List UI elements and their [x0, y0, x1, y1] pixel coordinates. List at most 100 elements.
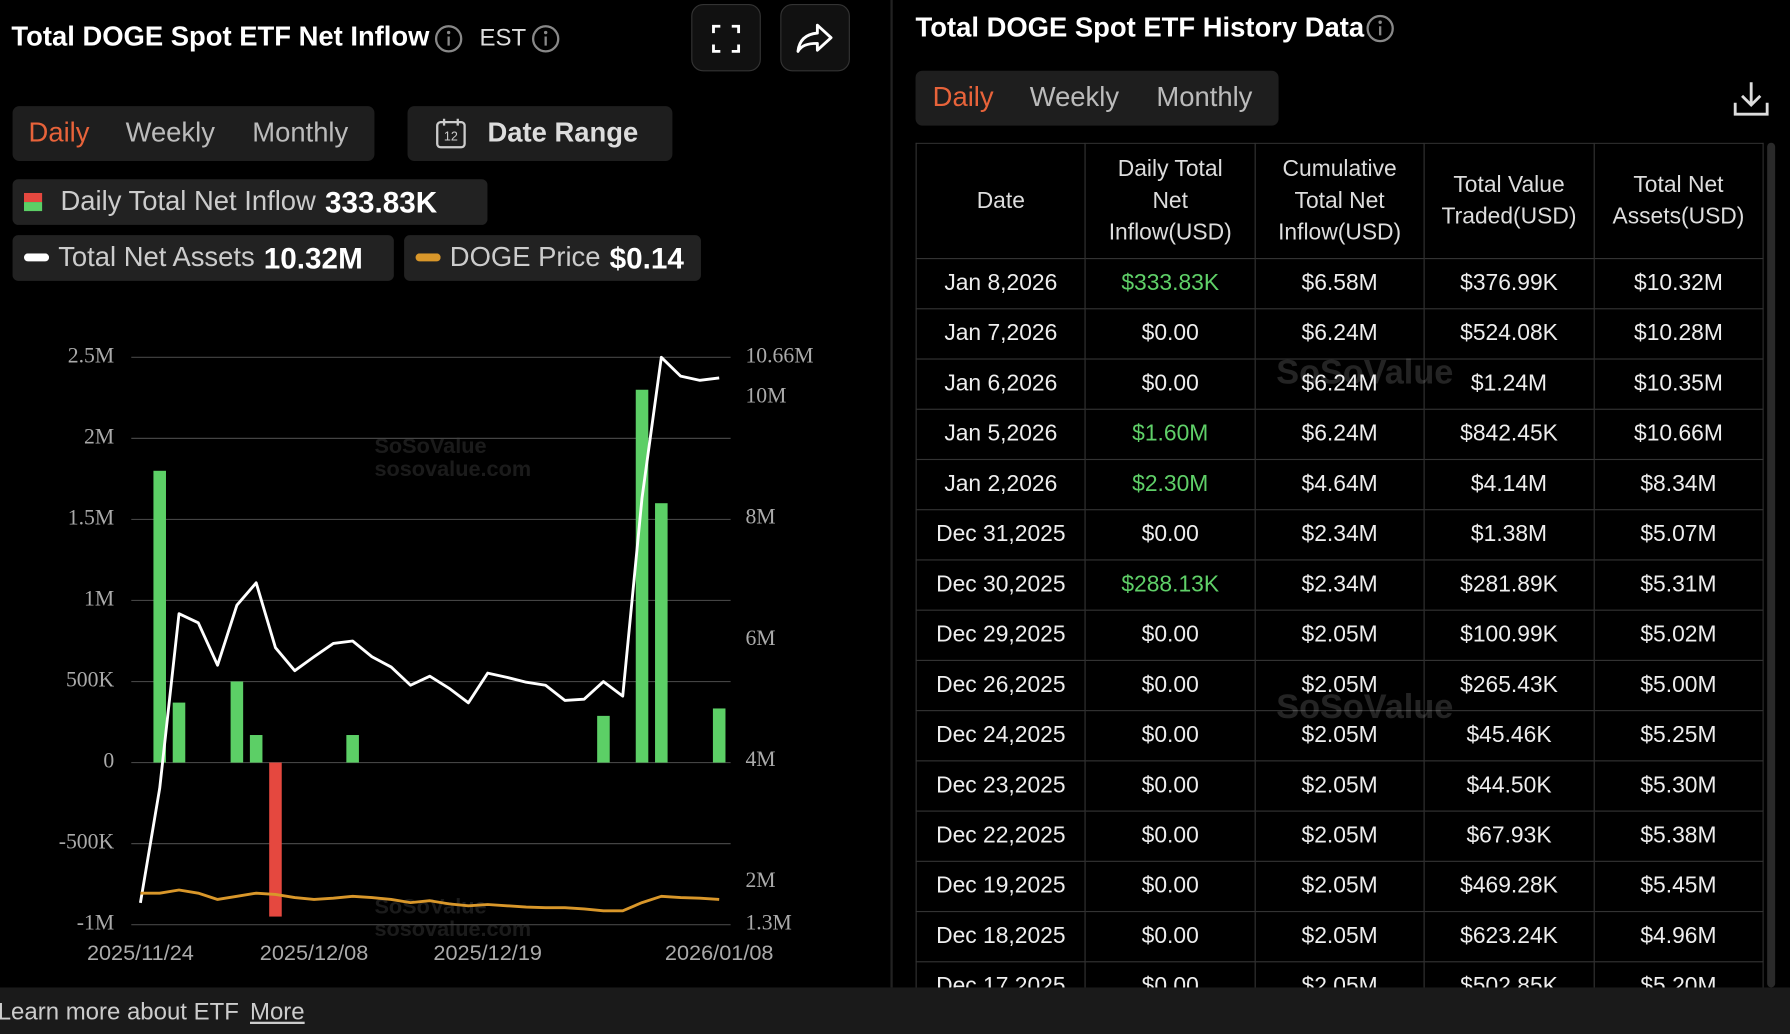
table-cell: $45.46K [1423, 710, 1595, 762]
table-cell: $5.07M [1593, 509, 1764, 561]
header-line: Daily Total [1117, 156, 1223, 182]
table-row: Dec 19,2025 $0.00 $2.05M $469.28K $5.45M [915, 860, 1764, 913]
bar [172, 702, 186, 763]
line [140, 888, 720, 913]
table-title: Total DOGE Spot ETF History Data [915, 12, 1365, 44]
chart-title: Total DOGE Spot ETF Net Inflow [11, 21, 430, 53]
info-icon[interactable] [1365, 14, 1395, 44]
table-row: Dec 31,2025 $0.00 $2.34M $1.38M $5.07M [915, 509, 1764, 561]
table-cell: $0.00 [1084, 760, 1256, 812]
y2-tick-label: 8M [745, 505, 775, 529]
timezone[interactable]: EST [479, 25, 527, 52]
tab-group: Daily Weekly Monthly [915, 70, 1279, 126]
bar [153, 470, 166, 763]
table-cell: Jan 5,2026 [915, 408, 1087, 461]
table-cell: $2.30M [1084, 458, 1256, 511]
table-row: Dec 18,2025 $0.00 $2.05M $623.24K $4.96M [915, 910, 1764, 963]
table-cell: $1.38M [1423, 509, 1595, 561]
share-button[interactable] [780, 3, 851, 72]
table-cell: $288.13K [1084, 559, 1256, 611]
column-header: Total Value Traded(USD) [1423, 142, 1595, 260]
table-cell: $469.28K [1423, 860, 1595, 913]
table-cell: $281.89K [1423, 559, 1595, 611]
table-cell: $5.02M [1593, 609, 1764, 661]
tab[interactable]: Daily [28, 117, 90, 149]
table-cell: $2.34M [1254, 509, 1425, 561]
table-cell: $4.64M [1254, 458, 1425, 511]
x-tick-label: 2026/01/08 [665, 940, 774, 965]
table-cell: $0.00 [1084, 910, 1256, 963]
date-range-label[interactable]: Date Range [487, 117, 639, 149]
table-cell: $5.00M [1593, 659, 1764, 712]
tab[interactable]: Monthly [252, 117, 349, 149]
table-cell: $4.14M [1423, 458, 1595, 511]
header-line: Net [1152, 188, 1188, 214]
download-button[interactable] [1731, 78, 1772, 119]
bar [712, 708, 726, 763]
tab[interactable]: Monthly [1156, 82, 1253, 114]
tab[interactable]: Weekly [1029, 82, 1120, 114]
bar [597, 715, 610, 763]
line [139, 355, 720, 904]
table-cell: $0.00 [1084, 308, 1256, 360]
tab[interactable]: Daily [932, 82, 994, 114]
table-row: Dec 23,2025 $0.00 $2.05M $44.50K $5.30M [915, 760, 1764, 812]
table-cell: $2.34M [1254, 559, 1425, 611]
table-cell: $0.00 [1084, 961, 1256, 988]
header-row: Date Daily Total Net Inflow(USD) Cumulative T… [915, 142, 1764, 260]
info-icon[interactable] [434, 24, 464, 54]
table-cell: $2.05M [1254, 810, 1425, 862]
watermark: SoSoValue [1276, 353, 1454, 392]
table-cell: Dec 26,2025 [915, 659, 1087, 712]
table-cell: $2.05M [1254, 609, 1425, 661]
date-range-button[interactable]: 12 Date Range [407, 106, 673, 161]
table-cell: $5.38M [1593, 810, 1764, 862]
fullscreen-button[interactable] [691, 3, 762, 72]
header-line: Assets(USD) [1612, 204, 1745, 230]
table-cell: $0.00 [1084, 659, 1256, 712]
table-cell: $6.58M [1254, 257, 1425, 310]
legend-value: 10.32M [263, 240, 363, 275]
y2-tick-label: 10M [745, 383, 786, 407]
scrollbar[interactable] [1767, 142, 1776, 988]
table-row: Jan 5,2026 $1.60M $6.24M $842.45K $10.66M [915, 408, 1764, 461]
tab[interactable]: Weekly [125, 117, 215, 149]
table-cell: $1.60M [1084, 408, 1256, 461]
table-cell: $333.83K [1084, 257, 1256, 310]
table-cell: $0.00 [1084, 860, 1256, 913]
column-header: Date [915, 142, 1087, 260]
tab-group: Daily Weekly Monthly [12, 106, 375, 161]
legend-swatch [23, 192, 43, 212]
bar [230, 681, 244, 763]
table-cell: $100.99K [1423, 609, 1595, 661]
table-cell: $2.05M [1254, 760, 1425, 812]
watermark-url: sosovalue.com [374, 916, 531, 941]
table-cell: Dec 29,2025 [915, 609, 1087, 661]
footer-link[interactable]: More [250, 998, 305, 1026]
legend-item[interactable]: Daily Total Net Inflow 333.83K [12, 179, 488, 225]
x-tick-label: 2025/11/24 [87, 940, 194, 965]
legend-item[interactable]: DOGE Price $0.14 [404, 235, 701, 281]
footer: Learn more about ETF More [0, 987, 1790, 1034]
table-cell: $0.00 [1084, 810, 1256, 862]
table-cell: Jan 7,2026 [915, 308, 1087, 360]
table-cell: $4.96M [1593, 910, 1764, 963]
legend-item[interactable]: Total Net Assets 10.32M [12, 235, 394, 281]
legend-value: 333.83K [324, 184, 438, 219]
table-cell: Dec 19,2025 [915, 860, 1087, 913]
table-cell: $8.34M [1593, 458, 1764, 511]
table-cell: $0.00 [1084, 609, 1256, 661]
header-line: Total Value [1453, 172, 1565, 198]
info-icon[interactable] [531, 24, 561, 54]
history-table: Date Daily Total Net Inflow(USD) Cumulative T… [915, 142, 1764, 988]
table-cell: $376.99K [1423, 257, 1595, 310]
bar [655, 503, 668, 763]
table-cell: $5.30M [1593, 760, 1764, 812]
table-cell: $0.00 [1084, 710, 1256, 762]
y-tick-label: 1M [84, 586, 114, 610]
y-tick-label: -500K [59, 830, 115, 854]
watermark: SoSoValue [374, 433, 486, 458]
table-cell: $623.24K [1423, 910, 1595, 963]
